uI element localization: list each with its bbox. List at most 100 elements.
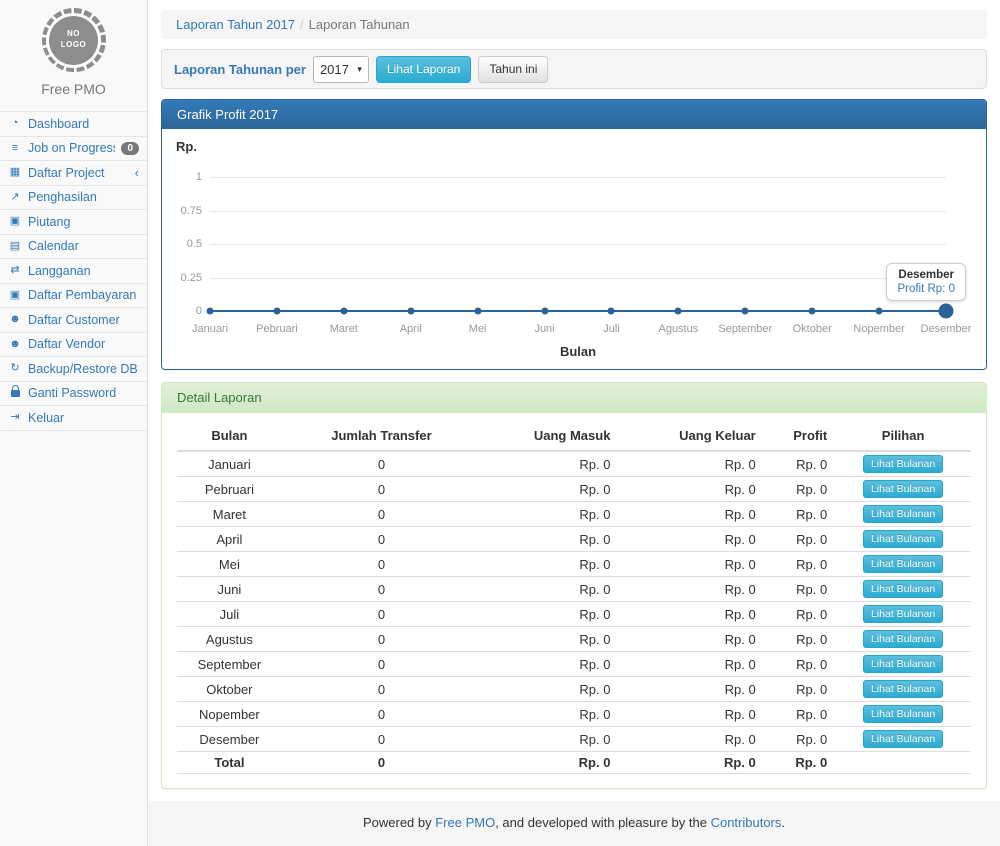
x-tick-label: September	[718, 323, 772, 335]
table-row-maret: Maret0Rp. 0Rp. 0Rp. 0Lihat Bulanan	[177, 502, 971, 527]
y-tick-label: 0.75	[166, 205, 202, 217]
free-pmo-link[interactable]: Free PMO	[435, 815, 495, 830]
filter-label: Laporan Tahunan per	[174, 62, 306, 77]
cell: 0	[282, 727, 481, 752]
sidebar-item-label: Langganan	[28, 264, 139, 278]
total-cell: Total	[177, 752, 282, 774]
data-point-mei[interactable]	[474, 308, 481, 315]
chevron-left-icon: ‹	[135, 166, 139, 179]
sidebar-item-keluar[interactable]: ⇥ Keluar	[0, 406, 147, 431]
year-select[interactable]: 2017 ▾	[313, 56, 369, 83]
sidebar-item-label: Backup/Restore DB	[28, 362, 139, 376]
lihat-bulanan-button[interactable]: Lihat Bulanan	[863, 580, 943, 598]
lihat-bulanan-button[interactable]: Lihat Bulanan	[863, 455, 943, 473]
no-logo-text: NO LOGO	[49, 16, 98, 65]
profit-chart-panel-title: Grafik Profit 2017	[162, 100, 986, 129]
cell: 0	[282, 702, 481, 727]
cell: Rp. 0	[764, 552, 835, 577]
detail-laporan-title: Detail Laporan	[162, 383, 986, 413]
sidebar-item-job-on-progress[interactable]: ≡Job on Progress0	[0, 137, 147, 162]
money-icon: ▣	[8, 216, 22, 227]
detail-laporan-panel: Detail Laporan Bulan Jumlah Transfer Uan…	[161, 382, 987, 789]
cell: Juli	[177, 602, 282, 627]
cell: September	[177, 652, 282, 677]
lihat-bulanan-button[interactable]: Lihat Bulanan	[863, 505, 943, 523]
data-point-nopember[interactable]	[876, 308, 883, 315]
sidebar-item-penghasilan[interactable]: ↗Penghasilan	[0, 186, 147, 211]
lihat-bulanan-button[interactable]: Lihat Bulanan	[863, 555, 943, 573]
year-select-value: 2017	[320, 62, 349, 77]
money-icon: ▣	[8, 290, 22, 301]
lock-icon	[8, 386, 22, 400]
data-point-januari[interactable]	[207, 308, 214, 315]
column-header-profit: Profit	[764, 421, 835, 451]
sidebar-item-daftar-customer[interactable]: ☻Daftar Customer	[0, 308, 147, 333]
cell: Pebruari	[177, 477, 282, 502]
app-name: Free PMO	[0, 81, 147, 97]
total-cell: 0	[282, 752, 481, 774]
cell: Rp. 0	[481, 602, 618, 627]
sidebar-item-label: Keluar	[28, 411, 139, 425]
tahun-ini-button[interactable]: Tahun ini	[478, 56, 548, 83]
data-point-maret[interactable]	[340, 308, 347, 315]
data-point-oktober[interactable]	[809, 308, 816, 315]
cell: Rp. 0	[764, 502, 835, 527]
cell: Rp. 0	[618, 451, 763, 477]
data-point-pebruari[interactable]	[273, 308, 280, 315]
sidebar-item-piutang[interactable]: ▣Piutang	[0, 210, 147, 235]
lihat-laporan-button[interactable]: Lihat Laporan	[376, 56, 471, 83]
cell: 0	[282, 552, 481, 577]
lock-icon	[11, 390, 20, 397]
breadcrumb-link-laporan-tahun[interactable]: Laporan Tahun 2017	[176, 17, 295, 32]
cell: 0	[282, 502, 481, 527]
lihat-bulanan-button[interactable]: Lihat Bulanan	[863, 630, 943, 648]
y-tick-label: 0	[166, 305, 202, 317]
table-row-september: September0Rp. 0Rp. 0Rp. 0Lihat Bulanan	[177, 652, 971, 677]
sidebar-item-daftar-pembayaran[interactable]: ▣Daftar Pembayaran	[0, 284, 147, 309]
cell: Rp. 0	[764, 727, 835, 752]
lihat-bulanan-button[interactable]: Lihat Bulanan	[863, 655, 943, 673]
lihat-bulanan-button[interactable]: Lihat Bulanan	[863, 605, 943, 623]
table-row-agustus: Agustus0Rp. 0Rp. 0Rp. 0Lihat Bulanan	[177, 627, 971, 652]
cell: Mei	[177, 552, 282, 577]
sidebar-item-ganti-password[interactable]: Ganti Password	[0, 382, 147, 407]
main-area: Laporan Tahun 2017/Laporan Tahunan Lapor…	[148, 0, 1000, 846]
x-tick-label: Juli	[603, 323, 620, 335]
data-point-juli[interactable]	[608, 308, 615, 315]
table-row-mei: Mei0Rp. 0Rp. 0Rp. 0Lihat Bulanan	[177, 552, 971, 577]
profit-line-chart: Rp. Desember Profit Rp: 0 10.750.50.250J…	[162, 129, 986, 369]
x-tick-label: Desember	[921, 323, 972, 335]
x-axis-title: Bulan	[560, 344, 596, 359]
sidebar-item-daftar-vendor[interactable]: ☻Daftar Vendor	[0, 333, 147, 358]
sign-out-icon: ⇥	[8, 412, 22, 423]
sidebar-item-backup-restore-db[interactable]: ↻Backup/Restore DB	[0, 357, 147, 382]
x-tick-label: Pebruari	[256, 323, 298, 335]
lihat-bulanan-button[interactable]: Lihat Bulanan	[863, 480, 943, 498]
data-point-agustus[interactable]	[675, 308, 682, 315]
footer-text: .	[781, 815, 785, 830]
lihat-bulanan-button[interactable]: Lihat Bulanan	[863, 680, 943, 698]
table-row-pebruari: Pebruari0Rp. 0Rp. 0Rp. 0Lihat Bulanan	[177, 477, 971, 502]
gridline	[210, 177, 946, 178]
y-axis-label: Rp.	[176, 139, 197, 154]
data-point-desember[interactable]	[939, 304, 954, 319]
contributors-link[interactable]: Contributors	[711, 815, 782, 830]
data-point-september[interactable]	[742, 308, 749, 315]
cell: Desember	[177, 727, 282, 752]
sidebar-item-calendar[interactable]: ▤Calendar	[0, 235, 147, 260]
x-tick-label: Juni	[534, 323, 554, 335]
lihat-bulanan-button[interactable]: Lihat Bulanan	[863, 730, 943, 748]
sidebar-item-daftar-project[interactable]: ▦Daftar Project‹	[0, 161, 147, 186]
lihat-bulanan-button[interactable]: Lihat Bulanan	[863, 530, 943, 548]
cell: Rp. 0	[618, 602, 763, 627]
data-point-april[interactable]	[407, 308, 414, 315]
lihat-bulanan-button[interactable]: Lihat Bulanan	[863, 705, 943, 723]
sidebar-item-dashboard[interactable]: ◔Dashboard	[0, 112, 147, 137]
sidebar-item-langganan[interactable]: ⇄Langganan	[0, 259, 147, 284]
table-row-juni: Juni0Rp. 0Rp. 0Rp. 0Lihat Bulanan	[177, 577, 971, 602]
cell-action: Lihat Bulanan	[835, 627, 971, 652]
table-row-total: Total0Rp. 0Rp. 0Rp. 0	[177, 752, 971, 774]
data-point-juni[interactable]	[541, 308, 548, 315]
footer: Powered by Free PMO, and developed with …	[148, 801, 1000, 846]
cell: 0	[282, 652, 481, 677]
